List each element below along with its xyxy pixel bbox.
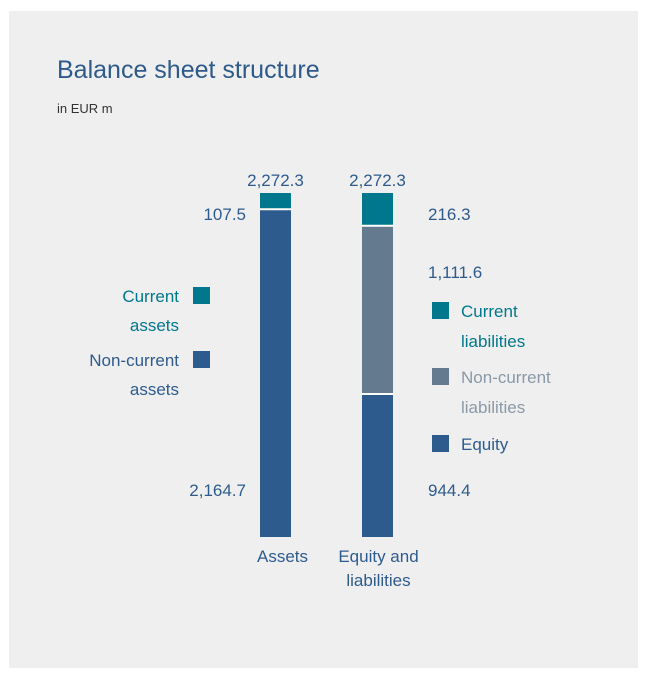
category-label: Assets <box>257 547 308 566</box>
data-label-current-assets: 107.5 <box>203 205 246 224</box>
data-label-non-current-liabilities: 1,111.6 <box>428 263 482 282</box>
total-label: 2,272.3 <box>349 171 406 190</box>
legend-label-right: Non-current <box>461 368 551 387</box>
bar-segment-equity <box>362 394 393 537</box>
data-label-equity: 944.4 <box>428 481 471 500</box>
bar-segment-current-liabilities <box>362 193 393 226</box>
category-label: liabilities <box>346 571 410 590</box>
bar-segment-non-current-liabilities <box>362 225 393 395</box>
legend-label-left: assets <box>130 316 179 335</box>
chart-subtitle: in EUR m <box>57 101 113 116</box>
legend-label-right: Equity <box>461 435 509 454</box>
legend-swatch <box>432 368 449 385</box>
legend-label-left: Current <box>122 287 179 306</box>
data-label-current-liabilities: 216.3 <box>428 205 471 224</box>
legend-label-right: liabilities <box>461 332 525 351</box>
data-label-non-current-assets: 2,164.7 <box>189 481 246 500</box>
legend-swatch <box>432 302 449 319</box>
legend-swatch <box>193 287 210 304</box>
bar-segment-non-current-assets <box>260 209 291 537</box>
legend-swatch <box>432 435 449 452</box>
chart-title: Balance sheet structure <box>57 56 320 84</box>
category-label: Equity and <box>338 547 418 566</box>
bar-segment-current-assets <box>260 193 291 210</box>
legend-label-right: liabilities <box>461 398 525 417</box>
legend-label-right: Current <box>461 302 518 321</box>
chart-panel <box>9 11 638 668</box>
legend-swatch <box>193 351 210 368</box>
legend-label-left: Non-current <box>89 351 179 370</box>
legend-label-left: assets <box>130 380 179 399</box>
total-label: 2,272.3 <box>247 171 304 190</box>
